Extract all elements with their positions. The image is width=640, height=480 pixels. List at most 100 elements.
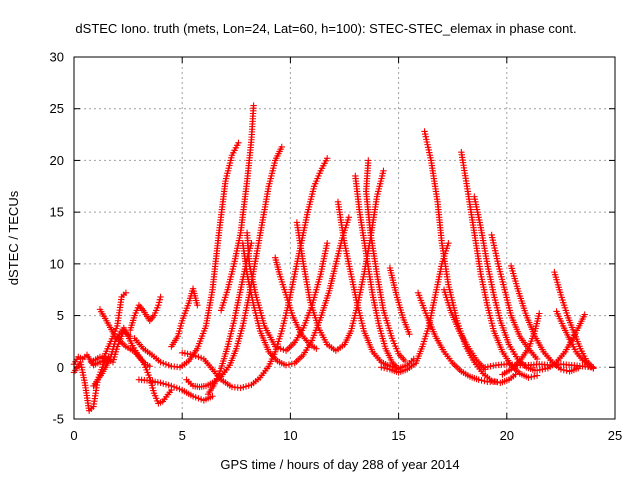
data-point [272, 343, 279, 350]
data-point [406, 330, 413, 338]
series-33 [553, 308, 597, 372]
data-point [313, 345, 320, 352]
x-tick-label: 5 [179, 428, 186, 443]
y-tick-label: 20 [50, 153, 64, 168]
plot-frame [73, 56, 616, 420]
x-axis-label: GPS time / hours of day 288 of year 2014 [220, 457, 459, 472]
data-point [242, 383, 250, 390]
x-tick-label: 25 [608, 428, 622, 443]
series-6 [127, 293, 164, 334]
series-9 [183, 143, 285, 391]
data-point [160, 359, 167, 367]
data-point [481, 377, 488, 385]
y-axis-label: dSTEC / TECUs [6, 190, 21, 285]
series-28 [414, 289, 500, 385]
series-8 [135, 376, 216, 404]
data-point [122, 289, 130, 297]
data-point [475, 376, 482, 383]
data-point [165, 362, 172, 369]
x-tick-label: 10 [283, 428, 297, 443]
data-point [176, 385, 183, 393]
data-point [209, 393, 216, 400]
data-point [581, 311, 588, 318]
data-point [162, 381, 170, 388]
data-point [488, 377, 495, 384]
data-point [157, 293, 164, 301]
data-point [189, 351, 197, 359]
series-23 [421, 128, 519, 386]
data-point [156, 296, 164, 303]
data-point [162, 360, 170, 368]
data-point [195, 353, 202, 361]
data-point [445, 239, 452, 247]
chart-title: dSTEC Iono. truth (mets, Lon=24, Lat=60,… [75, 21, 576, 36]
data-point [401, 357, 409, 365]
data-point [380, 364, 388, 372]
tick-layer: 0 5 10 15 20 25 -5 0 5 10 15 20 25 30 [50, 50, 623, 444]
data-point [146, 363, 153, 370]
data-point [525, 374, 532, 381]
data-point [165, 381, 172, 389]
data-point [323, 239, 331, 247]
series-31 [551, 268, 597, 372]
data-point [194, 302, 201, 309]
data-point [531, 373, 538, 380]
data-point [288, 360, 296, 368]
data-point [157, 379, 164, 386]
series-line [133, 142, 240, 369]
data-point [278, 143, 285, 151]
data-point [536, 310, 543, 317]
y-tick-label: 0 [57, 360, 64, 375]
x-tick-label: 20 [500, 428, 514, 443]
data-point [170, 383, 178, 391]
data-point [282, 362, 290, 369]
series-14 [239, 214, 353, 369]
data-point [380, 167, 387, 174]
data-point [168, 382, 175, 390]
series-line [443, 289, 486, 370]
data-point [323, 155, 331, 162]
series-7 [131, 139, 242, 371]
series-29 [440, 286, 489, 373]
series-line [381, 242, 450, 374]
data-point [285, 361, 293, 368]
data-point [157, 358, 164, 366]
data-point [192, 352, 199, 360]
data-point [237, 384, 244, 392]
data-point [197, 354, 205, 362]
data-point [155, 299, 163, 306]
data-point [533, 355, 541, 363]
series-line [555, 311, 594, 370]
series-24 [458, 148, 541, 381]
data-point [280, 346, 287, 353]
data-point [240, 383, 247, 391]
data-point [245, 382, 252, 389]
series-34 [481, 360, 597, 371]
y-tick-label: 30 [50, 50, 64, 65]
series-19 [352, 172, 402, 373]
data-point [378, 364, 385, 371]
data-point [155, 302, 162, 309]
y-tick-label: 25 [50, 101, 64, 116]
series-26 [488, 231, 541, 363]
data-point [560, 366, 567, 374]
data-point [195, 395, 202, 402]
series-11 [179, 155, 331, 392]
series-20 [362, 157, 409, 365]
series-10 [168, 285, 201, 350]
data-point [274, 344, 282, 351]
x-tick-label: 0 [70, 428, 77, 443]
data-point [383, 365, 391, 372]
y-tick-label: 5 [57, 308, 64, 323]
data-point [590, 364, 597, 371]
data-point [492, 378, 500, 385]
series-17 [243, 229, 331, 354]
y-tick-label: 15 [50, 205, 64, 220]
data-point [173, 384, 180, 392]
data-point [235, 139, 242, 147]
y-tick-label: -5 [52, 412, 64, 427]
data-point [192, 394, 199, 401]
data-point [250, 102, 257, 109]
data-point [478, 377, 485, 384]
